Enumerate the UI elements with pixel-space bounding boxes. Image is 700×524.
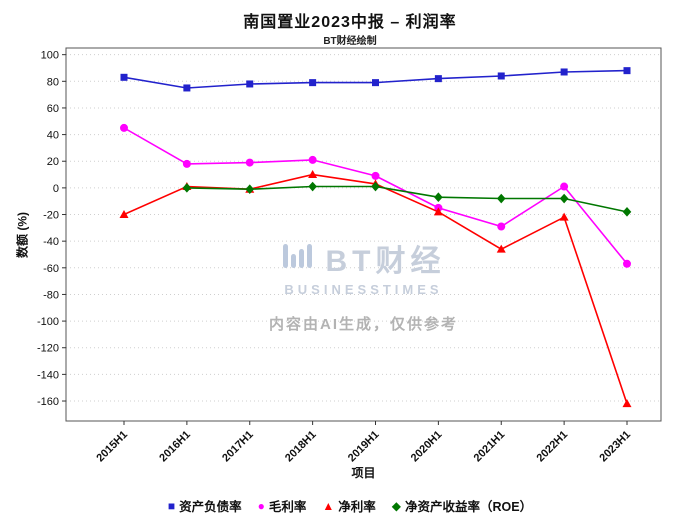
- y-axis-title: 数额 (%): [15, 212, 30, 258]
- chart-title: 南国置业2023中报 – 利润率: [243, 14, 457, 31]
- triangle-marker-icon: ▲: [322, 498, 335, 513]
- y-tick-label: 80: [47, 76, 59, 88]
- chart-legend: ■ 资产负债率 ● 毛利率 ▲ 净利率 ◆ 净资产收益率（ROE）: [0, 496, 700, 515]
- x-tick-label: 2021H1: [472, 429, 508, 465]
- square-marker-icon: ■: [167, 498, 176, 513]
- x-tick-label: 2022H1: [535, 429, 571, 465]
- series-净资产收益率（ROE）: [182, 181, 632, 217]
- y-tick-label: 0: [53, 183, 59, 195]
- series-净利率: [119, 170, 632, 408]
- chart-subtitle: BT财经绘制: [323, 36, 377, 47]
- y-tick-label: -120: [37, 343, 59, 355]
- legend-item-circle: ● 毛利率: [258, 496, 307, 515]
- x-tick-label: 2020H1: [409, 429, 445, 465]
- x-tick-label: 2019H1: [346, 429, 382, 465]
- legend-item-diamond: ◆ 净资产收益率（ROE）: [392, 496, 532, 515]
- legend-label: 毛利率: [268, 500, 307, 514]
- y-tick-label: 100: [41, 50, 59, 62]
- legend-item-square: ■ 资产负债率: [168, 496, 242, 515]
- series-资产负债率: [120, 67, 631, 92]
- y-tick-label: -80: [43, 289, 59, 301]
- y-tick-label: -140: [37, 369, 59, 381]
- gridlines: [66, 54, 661, 402]
- plot-border: [65, 47, 662, 422]
- x-tick-label: 2015H1: [94, 429, 130, 465]
- y-axis: 100 80 60 40 20 0 -20 -40 -60 -80 -100 -120 -140 -160: [37, 50, 66, 408]
- x-tick-label: 2018H1: [283, 429, 319, 465]
- x-axis: 2015H1 2016H1 2017H1 2018H1 2019H1 2020H1 2021…: [94, 421, 633, 464]
- diamond-marker-icon: ◆: [391, 498, 402, 513]
- y-tick-label: -40: [43, 236, 59, 248]
- x-axis-title: 项目: [351, 466, 376, 480]
- legend-label: 净利率: [338, 500, 376, 514]
- y-tick-label: 40: [47, 130, 59, 142]
- circle-marker-icon: ●: [257, 498, 265, 513]
- y-tick-label: -160: [37, 396, 59, 408]
- series-毛利率: [120, 123, 631, 268]
- x-tick-label: 2017H1: [220, 429, 256, 465]
- y-tick-label: -20: [43, 210, 59, 222]
- legend-label: 资产负债率: [179, 500, 242, 514]
- y-tick-label: 20: [47, 156, 59, 168]
- y-tick-label: 60: [47, 103, 59, 115]
- y-tick-label: -60: [43, 263, 59, 275]
- y-tick-label: -100: [37, 316, 59, 328]
- x-tick-label: 2023H1: [597, 429, 633, 465]
- legend-label: 净资产收益率（ROE）: [405, 500, 533, 514]
- x-tick-label: 2016H1: [157, 429, 193, 465]
- legend-item-triangle: ▲ 净利率: [322, 496, 375, 515]
